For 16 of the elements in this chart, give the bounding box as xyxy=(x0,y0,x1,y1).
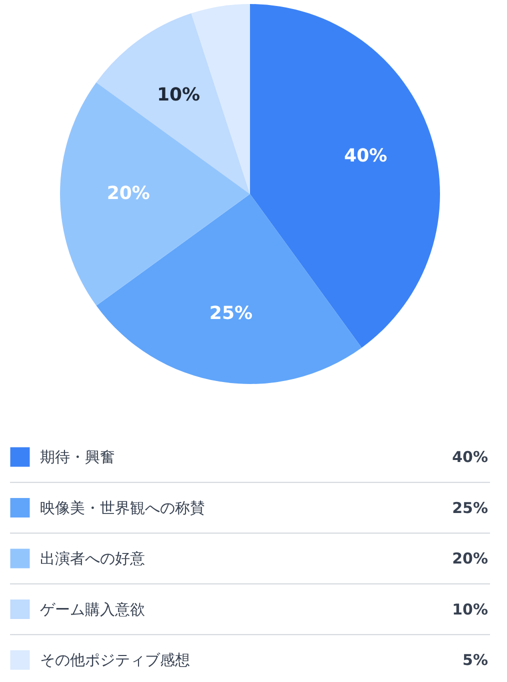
pie-slice xyxy=(60,82,250,306)
text: 10% xyxy=(452,600,488,618)
data-label: 25% xyxy=(209,303,253,324)
legend-label: ゲーム購入意欲 xyxy=(40,600,145,618)
legend-label: 映像美・世界観への称賛 xyxy=(40,498,205,517)
data-label: 40% xyxy=(344,145,388,166)
legend-label: その他ポジティブ感想 xyxy=(40,651,190,669)
data-label: 5% xyxy=(462,651,488,669)
text: 40% xyxy=(452,448,488,466)
legend-label: 期待・興奮 xyxy=(40,448,115,466)
data-label: 10% xyxy=(156,84,200,106)
legend-label: 出演者への好意 xyxy=(40,550,145,568)
text: 20% xyxy=(452,550,488,568)
pie-slice xyxy=(250,4,440,348)
text: 25% xyxy=(452,498,488,517)
data-label: 20% xyxy=(106,183,150,204)
